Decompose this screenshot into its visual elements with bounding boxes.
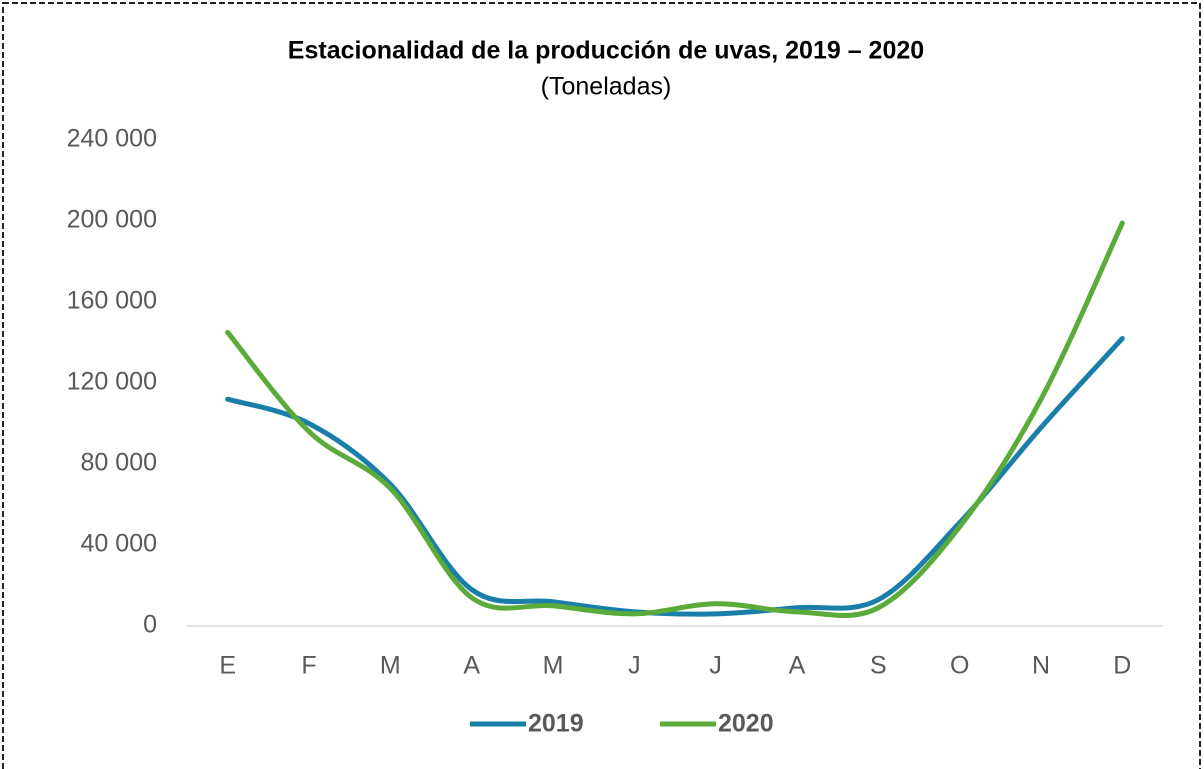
- series-line: [225, 335, 1125, 617]
- y-tick-label: 40 000: [81, 530, 157, 558]
- y-tick-label: 80 000: [81, 449, 157, 477]
- y-tick-label: 120 000: [67, 368, 157, 396]
- y-tick-label: 200 000: [67, 206, 157, 234]
- x-tick-label: J: [709, 652, 722, 680]
- legend-label: 2019: [528, 710, 584, 738]
- x-tick-label: E: [219, 652, 236, 680]
- x-tick-label: M: [543, 652, 564, 680]
- chart-subtitle: (Toneladas): [541, 73, 672, 101]
- x-tick-label: J: [628, 652, 641, 680]
- series-line: [225, 220, 1125, 619]
- x-tick-label: A: [789, 652, 806, 680]
- x-tick-label: S: [870, 652, 887, 680]
- x-tick-label: D: [1113, 652, 1131, 680]
- y-tick-label: 240 000: [67, 125, 157, 153]
- x-tick-label: A: [463, 652, 480, 680]
- y-tick-label: 0: [143, 611, 157, 639]
- x-tick-label: F: [301, 652, 316, 680]
- legend-label: 2020: [718, 710, 774, 738]
- x-tick-label: N: [1032, 652, 1050, 680]
- y-tick-label: 160 000: [67, 287, 157, 315]
- x-tick-label: O: [950, 652, 969, 680]
- chart-title: Estacionalidad de la producción de uvas,…: [288, 37, 924, 65]
- x-tick-label: M: [380, 652, 401, 680]
